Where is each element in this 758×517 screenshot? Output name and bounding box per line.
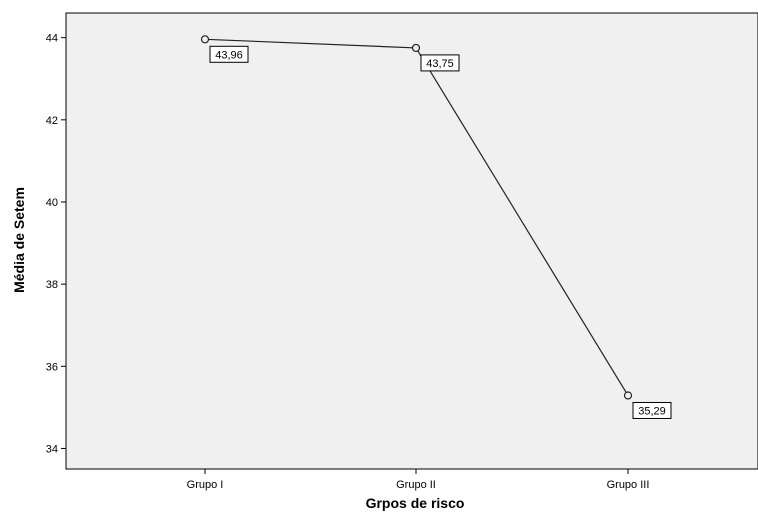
data-label-box [209,45,249,63]
data-labels: 43,96 43,75 35,29 [209,45,672,419]
y-axis-title: Média de Setem [11,187,27,293]
y-tick-label: 34 [46,443,58,455]
data-label: 35,29 [632,401,672,419]
data-point [411,43,421,53]
series-markers [200,35,633,400]
data-label-text: 35,29 [638,405,666,417]
data-label: 43,96 [209,45,249,63]
data-point [623,391,633,400]
data-point [200,35,210,44]
y-axis: 34 36 38 40 42 44 [46,33,66,455]
y-tick-label: 36 [46,361,58,373]
y-tick-label: 38 [46,279,58,291]
x-axis-title: Grpos de risco [366,495,465,511]
data-label-box [632,401,672,419]
x-axis: Grupo I Grupo II Grupo III [187,469,650,491]
data-label-text: 43,75 [426,58,454,70]
data-label: 43,75 [420,54,460,72]
plot-area [65,12,758,470]
x-tick-label: Grupo III [607,479,650,491]
data-label-box [420,54,460,72]
x-tick-label: Grupo I [187,479,224,491]
y-tick-label: 40 [46,197,58,209]
y-tick-label: 44 [46,33,58,45]
y-tick-label: 42 [46,115,58,127]
x-tick-label: Grupo II [396,479,436,491]
data-label-text: 43,96 [215,49,243,61]
